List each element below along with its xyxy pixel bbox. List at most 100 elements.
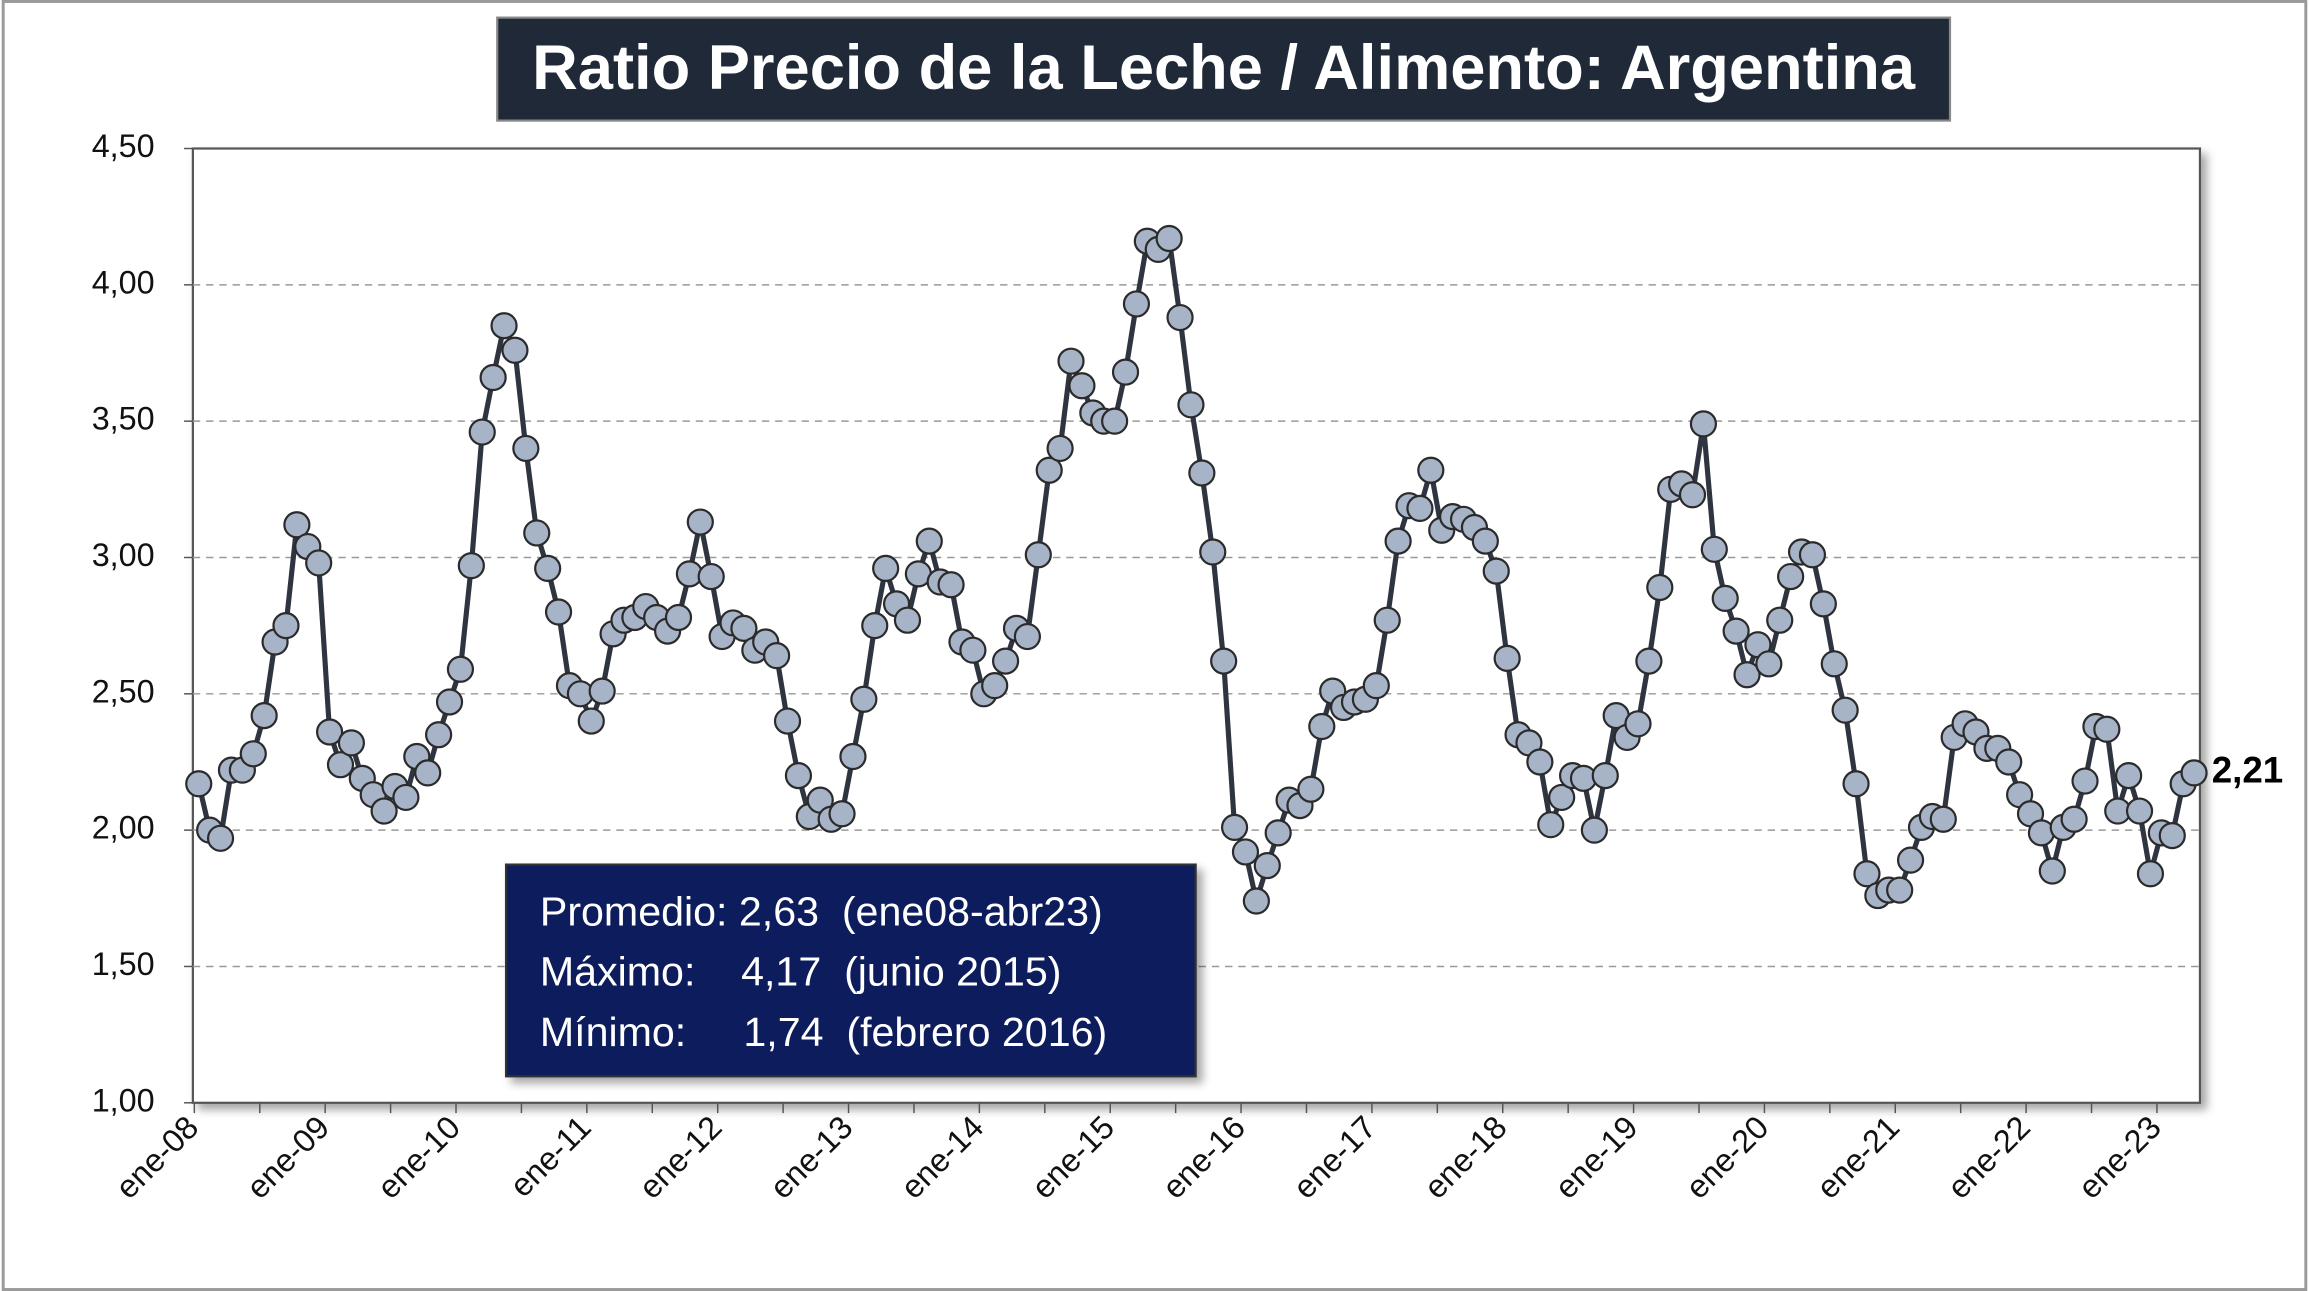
point bbox=[435, 688, 464, 716]
point bbox=[1384, 527, 1412, 555]
point bbox=[1210, 647, 1238, 675]
point bbox=[1678, 481, 1707, 509]
point bbox=[2180, 759, 2208, 787]
point bbox=[1068, 372, 1096, 400]
point bbox=[2158, 821, 2186, 850]
point bbox=[773, 707, 802, 735]
y-tick-label: 3,00 bbox=[92, 537, 155, 573]
point bbox=[937, 571, 965, 599]
point bbox=[1264, 819, 1292, 847]
point bbox=[686, 508, 714, 536]
point bbox=[250, 702, 278, 730]
point bbox=[1777, 562, 1805, 591]
point bbox=[1831, 696, 1859, 724]
annotation: Promedio: 2,63 (ene08-abr23) bbox=[540, 888, 1103, 934]
point bbox=[850, 685, 878, 713]
point bbox=[893, 606, 922, 634]
point bbox=[959, 636, 987, 664]
point bbox=[828, 800, 856, 828]
point bbox=[2115, 762, 2143, 790]
point bbox=[1526, 748, 1554, 776]
point bbox=[1013, 622, 1042, 651]
point bbox=[991, 647, 1020, 675]
point bbox=[1733, 661, 1761, 689]
point bbox=[337, 729, 365, 757]
point bbox=[1297, 775, 1325, 803]
point bbox=[425, 721, 453, 749]
point bbox=[1482, 557, 1510, 585]
point bbox=[2093, 715, 2121, 743]
point bbox=[1711, 584, 1739, 612]
point bbox=[457, 552, 485, 580]
point bbox=[1373, 606, 1401, 634]
point bbox=[1406, 494, 1434, 523]
chart-title: Ratio Precio de la Leche / Alimento: Arg… bbox=[532, 33, 1916, 103]
y-tick-label: 1,50 bbox=[92, 946, 155, 982]
point bbox=[1177, 391, 1205, 419]
point bbox=[1308, 712, 1336, 741]
point bbox=[1537, 811, 1565, 839]
point bbox=[326, 751, 355, 779]
point bbox=[544, 598, 573, 626]
point bbox=[185, 770, 213, 798]
annotation: Mínimo: 1,74 (febrero 2016) bbox=[540, 1009, 1107, 1055]
point bbox=[1101, 407, 1129, 435]
point bbox=[490, 312, 518, 340]
point bbox=[1896, 846, 1925, 874]
point bbox=[370, 797, 398, 825]
point bbox=[1362, 672, 1390, 700]
point bbox=[577, 707, 605, 735]
point bbox=[915, 527, 943, 555]
point bbox=[1842, 770, 1870, 798]
point bbox=[1035, 456, 1063, 484]
annotation-box bbox=[504, 863, 1197, 1078]
point bbox=[2071, 767, 2099, 795]
point bbox=[664, 603, 693, 632]
point bbox=[512, 434, 540, 463]
point bbox=[206, 824, 235, 852]
point bbox=[1995, 748, 2023, 776]
point bbox=[872, 554, 900, 582]
point bbox=[730, 614, 758, 642]
point bbox=[697, 562, 725, 591]
y-tick-label: 2,00 bbox=[92, 810, 155, 846]
y-tick-label: 3,50 bbox=[92, 401, 155, 437]
point bbox=[1024, 541, 1052, 569]
point bbox=[784, 762, 813, 790]
y-tick-label: 1,00 bbox=[92, 1082, 155, 1118]
point bbox=[839, 742, 867, 771]
point bbox=[523, 519, 551, 547]
y-tick-label: 4,50 bbox=[92, 128, 155, 164]
point bbox=[1417, 456, 1445, 484]
y-tick-label: 2,50 bbox=[92, 673, 155, 709]
point bbox=[1493, 644, 1521, 672]
point bbox=[1624, 710, 1652, 738]
point bbox=[414, 759, 442, 787]
point bbox=[1820, 650, 1848, 678]
point bbox=[468, 418, 496, 446]
point bbox=[1809, 590, 1837, 618]
point bbox=[1646, 573, 1674, 602]
point bbox=[315, 718, 344, 746]
point bbox=[1242, 887, 1270, 915]
annotation: Máximo: 4,17 (junio 2015) bbox=[540, 949, 1062, 995]
title-box bbox=[496, 16, 1952, 122]
value-label: 2,21 bbox=[2212, 750, 2284, 791]
point bbox=[1766, 606, 1794, 634]
point bbox=[1046, 434, 1074, 463]
point bbox=[1580, 816, 1608, 844]
point bbox=[1548, 783, 1576, 812]
point bbox=[2136, 860, 2165, 888]
point bbox=[534, 554, 562, 582]
point bbox=[1231, 838, 1260, 866]
point bbox=[1471, 527, 1499, 555]
point bbox=[1591, 762, 1619, 790]
point bbox=[1253, 851, 1281, 880]
point bbox=[588, 677, 616, 705]
point bbox=[1057, 347, 1085, 375]
point bbox=[1166, 303, 1194, 332]
point bbox=[1886, 876, 1914, 904]
point bbox=[1689, 410, 1718, 438]
point bbox=[1188, 459, 1216, 487]
